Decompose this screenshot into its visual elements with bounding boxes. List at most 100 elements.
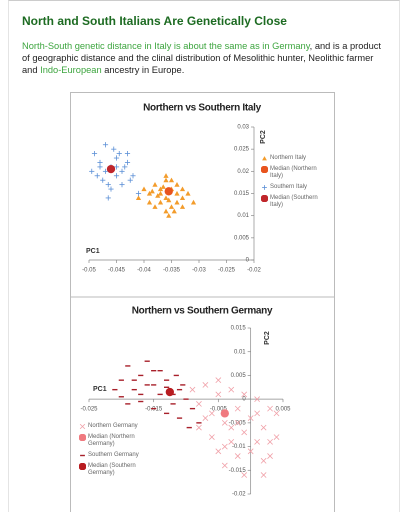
- data-point: [228, 438, 235, 445]
- x-tick-label: -0.02: [247, 268, 261, 274]
- data-point: [163, 173, 169, 178]
- marker-part: [228, 386, 235, 393]
- marker-part: [166, 213, 172, 218]
- data-point: [119, 182, 125, 188]
- article-paragraph: North-South genetic distance in Italy is…: [22, 40, 388, 76]
- data-point: [165, 387, 174, 397]
- marker-part: [165, 387, 174, 397]
- marker-part: [168, 204, 175, 209]
- data-point: [116, 151, 122, 157]
- y-tick-label: 0.015: [234, 191, 250, 197]
- data-point: [89, 168, 95, 174]
- data-point: [152, 182, 158, 187]
- marker-part: [254, 396, 261, 403]
- legend-entry: Median (Southern Germany): [79, 463, 141, 477]
- y-axis-label: PC2: [260, 130, 267, 144]
- data-point: [202, 382, 209, 388]
- data-point: [254, 438, 261, 445]
- legend-label: Median (Northern Germany): [88, 434, 135, 447]
- data-point: [100, 177, 106, 183]
- page-frame: [8, 0, 400, 512]
- legend-marker: [79, 434, 86, 441]
- marker-part: [254, 410, 261, 417]
- data-point: [157, 186, 164, 192]
- data-point: [111, 146, 117, 152]
- legend-label: Median (Southern Italy): [270, 195, 318, 208]
- marker-part: [157, 199, 164, 205]
- marker-part: [149, 188, 155, 194]
- legend-entry: Southern Italy: [261, 184, 323, 191]
- data-point: [267, 405, 273, 412]
- legend-marker: [262, 185, 267, 190]
- data-point: [241, 391, 248, 398]
- marker-part: [234, 453, 241, 459]
- data-point: [105, 182, 111, 188]
- marker-part: [196, 424, 202, 431]
- data-point: [122, 164, 128, 170]
- y-tick-label: -0.015: [229, 468, 247, 474]
- data-point: [220, 409, 229, 418]
- data-point: [189, 386, 196, 393]
- data-point: [152, 204, 158, 209]
- marker-part: [261, 195, 268, 202]
- charts: Northern vs Southern Italy -0.05 -0.045 -0.…: [71, 103, 334, 498]
- data-point: [174, 199, 180, 205]
- marker-part: [174, 199, 180, 205]
- marker-part: [241, 391, 248, 398]
- marker-part: [174, 190, 180, 196]
- x-axis-label: PC1: [93, 386, 107, 393]
- marker-part: [179, 195, 186, 201]
- legend-marker: [79, 423, 86, 430]
- data-point: [179, 186, 186, 192]
- data-point: [163, 208, 169, 214]
- marker-part: [146, 199, 153, 205]
- legend-label: Northern Italy: [270, 155, 307, 161]
- text-link[interactable]: North-South genetic distance in Italy is…: [22, 41, 310, 51]
- data-point: [94, 173, 100, 179]
- y-tick-label: -0.02: [232, 492, 246, 498]
- data-point: [260, 472, 267, 478]
- data-point: [157, 190, 164, 196]
- data-point: [163, 177, 169, 183]
- data-point: [196, 401, 202, 407]
- data-point: [273, 410, 280, 417]
- marker-part: [171, 208, 177, 214]
- marker-part: [190, 199, 197, 205]
- data-point: [97, 164, 103, 170]
- data-point: [234, 453, 241, 459]
- marker-part: [168, 177, 175, 183]
- marker-part: [163, 195, 169, 201]
- y-tick-label: 0.005: [234, 235, 250, 241]
- data-point: [260, 457, 267, 464]
- marker-part: [141, 186, 147, 192]
- text-span: , and is a product of geographic distanc…: [22, 41, 381, 75]
- y-tick-label: 0.03: [237, 125, 249, 131]
- legend: Northern Germany Median (Northern Germany…: [79, 423, 141, 481]
- data-point: [254, 410, 261, 417]
- data-point: [260, 424, 267, 431]
- marker-part: [215, 391, 222, 398]
- marker-part: [262, 156, 267, 161]
- marker-part: [267, 453, 273, 459]
- legend-entry: Median (Northern Germany): [79, 434, 141, 448]
- data-point: [221, 419, 228, 426]
- text-span: ancestry in Europe.: [101, 65, 185, 75]
- data-point: [105, 195, 111, 201]
- data-point: [234, 419, 241, 426]
- marker-part: [254, 438, 261, 445]
- marker-part: [208, 410, 215, 417]
- marker-part: [160, 184, 166, 189]
- data-point: [273, 434, 280, 440]
- data-point: [215, 391, 222, 398]
- text-link[interactable]: Indo-European: [40, 65, 102, 75]
- data-point: [247, 415, 254, 421]
- data-point: [97, 159, 103, 166]
- y-tick-label: 0.01: [237, 213, 249, 219]
- x-tick-label: -0.04: [137, 268, 151, 274]
- marker-part: [164, 187, 173, 196]
- data-point: [196, 424, 202, 431]
- marker-part: [135, 195, 142, 201]
- data-point: [234, 405, 241, 412]
- legend-marker: [261, 195, 268, 202]
- x-tick-label: -0.03: [192, 268, 206, 274]
